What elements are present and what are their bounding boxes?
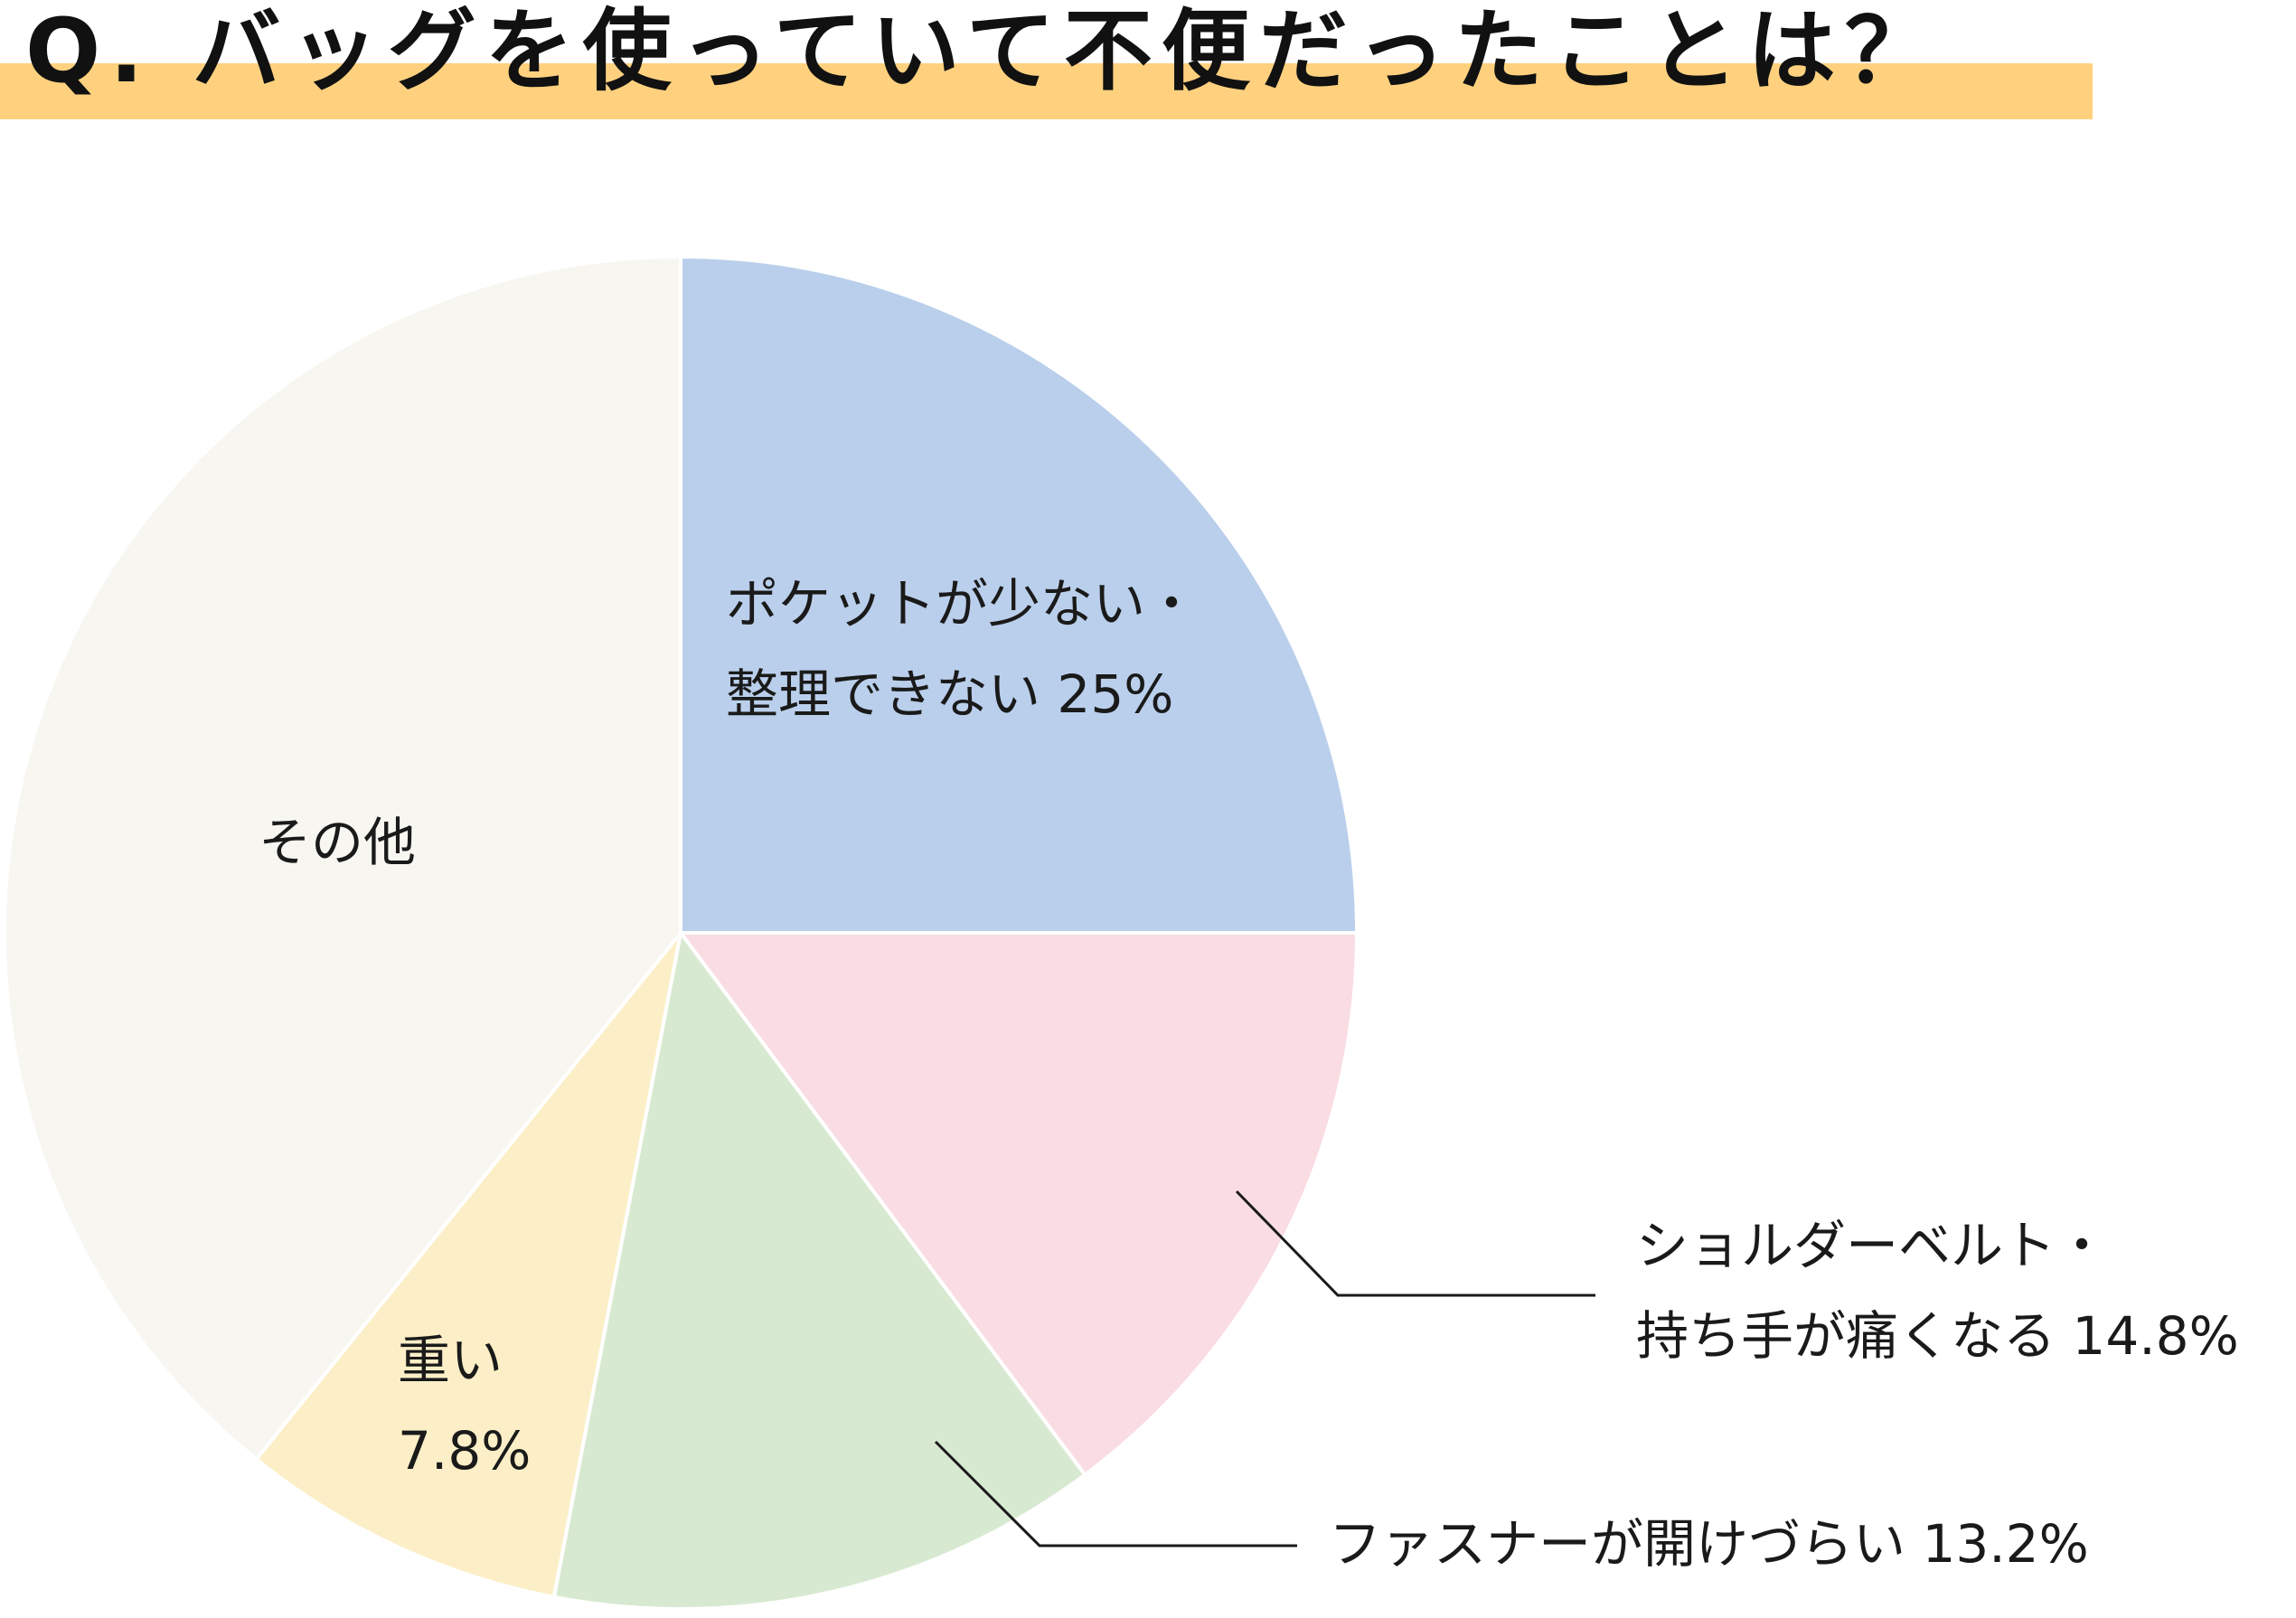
leader-lines [934,1190,1595,1547]
leader-line-2 [934,1440,1297,1547]
chart-title-block: Q. バッグを使っていて不便だったことは？ [0,0,2093,122]
slice-label-0-line-0: ポケットが少ない・ [726,573,1198,635]
pie-slice-3 [253,931,682,1600]
slice-label-2-line-0: ファスナーが開けづらい 13.2% [1329,1513,2089,1575]
slice-labels: ポケットが少ない・整理できない 25% ショルダーベルト・持ち手が痛くなる 14.… [259,573,2239,1575]
slice-label-1-line-0: ショルダーベルト・ [1636,1215,2108,1276]
slice-label-3-line-1: 7.8% [398,1420,531,1482]
leader-line-1 [1235,1190,1595,1297]
pie-slice-2 [551,928,1088,1611]
pie-slice-1 [677,931,1360,1478]
chart-title: Q. バッグを使っていて不便だったことは？ [25,0,1943,103]
slice-label-3-line-0: 重い [398,1330,503,1391]
pie-slice-4 [3,254,682,1463]
pie-slices [3,254,1360,1611]
slice-label-0-line-1: 整理できない 25% [726,663,1173,725]
title-highlight-bar [0,63,2093,119]
slice-label-1-line-1: 持ち手が痛くなる 14.8% [1636,1305,2239,1367]
pie-slice-0 [679,254,1360,935]
slice-label-4-line-0: その他 [259,812,416,873]
